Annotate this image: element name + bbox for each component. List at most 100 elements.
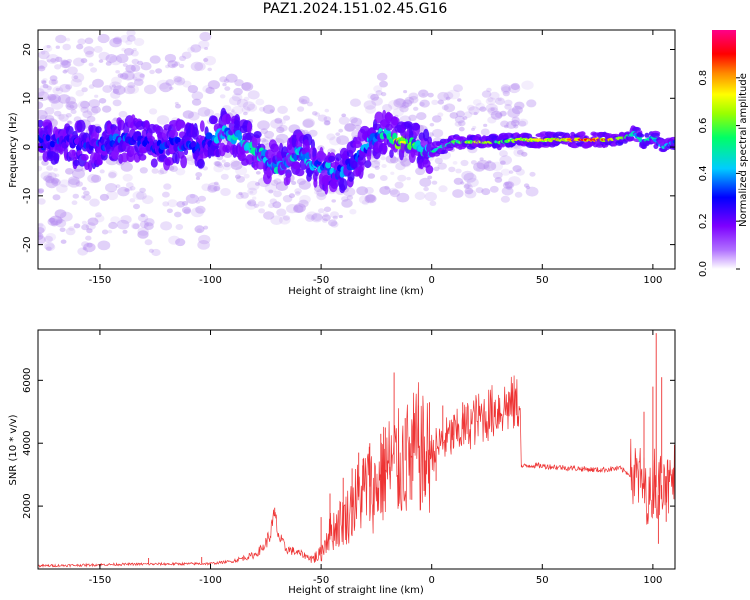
noise-speckle xyxy=(429,200,437,206)
noise-speckle xyxy=(341,199,353,208)
ridge-halo xyxy=(374,111,384,124)
noise-speckle xyxy=(379,186,391,195)
noise-speckle xyxy=(483,161,497,172)
noise-speckle xyxy=(460,159,469,167)
noise-speckle xyxy=(113,36,122,43)
noise-speckle xyxy=(45,233,57,242)
noise-speckle xyxy=(195,176,201,180)
noise-speckle xyxy=(324,108,330,113)
noise-speckle xyxy=(301,99,308,104)
noise-speckle xyxy=(57,114,65,120)
noise-speckle xyxy=(144,218,155,227)
noise-speckle xyxy=(431,99,439,106)
ridge-halo xyxy=(80,154,89,161)
noise-speckle xyxy=(502,181,513,189)
noise-speckle xyxy=(329,136,342,146)
noise-speckle xyxy=(198,234,211,245)
noise-speckle xyxy=(77,247,89,256)
noise-speckle xyxy=(361,199,370,206)
noise-speckle xyxy=(464,189,477,199)
noise-speckle xyxy=(137,60,144,66)
noise-speckle xyxy=(419,99,430,108)
noise-speckle xyxy=(249,190,254,194)
noise-speckle xyxy=(116,219,130,230)
noise-speckle xyxy=(60,239,67,244)
noise-speckle xyxy=(169,165,178,172)
ridge-halo xyxy=(191,126,199,140)
noise-speckle xyxy=(376,72,388,81)
noise-speckle xyxy=(365,105,376,114)
noise-speckle xyxy=(46,85,53,91)
noise-speckle xyxy=(514,101,525,110)
ridge-core xyxy=(49,140,56,148)
noise-speckle xyxy=(113,85,126,95)
noise-speckle xyxy=(240,192,249,199)
noise-speckle xyxy=(185,154,194,162)
noise-speckle xyxy=(311,212,323,221)
noise-speckle xyxy=(415,167,426,176)
noise-speckle xyxy=(190,44,202,53)
colorbar-tick-label: 0.6 xyxy=(698,118,709,134)
noise-speckle xyxy=(514,191,523,198)
ridge-halo xyxy=(628,136,635,142)
ridge-halo xyxy=(246,121,252,135)
noise-speckle xyxy=(151,248,161,257)
noise-speckle xyxy=(463,111,473,118)
noise-speckle xyxy=(424,191,437,202)
noise-speckle xyxy=(46,96,52,101)
colorbar-tick-label: 0.4 xyxy=(698,165,709,181)
noise-speckle xyxy=(167,199,178,208)
noise-speckle xyxy=(46,165,54,171)
noise-speckle xyxy=(323,206,332,213)
noise-speckle xyxy=(110,90,121,99)
noise-speckle xyxy=(90,67,98,73)
noise-speckle xyxy=(404,155,411,160)
noise-speckle xyxy=(44,235,53,243)
noise-speckle xyxy=(490,107,495,112)
noise-speckle xyxy=(38,165,43,172)
noise-speckle xyxy=(481,188,491,196)
noise-speckle xyxy=(133,203,140,210)
noise-speckle xyxy=(86,228,93,234)
noise-speckle xyxy=(67,120,72,124)
bottom-y-axis-label: SNR (10 * v/v) xyxy=(8,414,19,485)
noise-speckle xyxy=(117,73,124,78)
noise-speckle xyxy=(181,201,189,206)
noise-speckle xyxy=(174,76,186,86)
noise-speckle xyxy=(246,201,252,205)
noise-speckle xyxy=(316,192,327,201)
noise-speckle xyxy=(46,59,51,63)
noise-speckle xyxy=(66,58,73,64)
noise-speckle xyxy=(174,101,179,105)
noise-speckle xyxy=(94,94,99,98)
noise-speckle xyxy=(38,188,41,193)
noise-speckle xyxy=(234,79,244,87)
noise-speckle xyxy=(322,218,328,223)
top-y-axis-label: Frequency (Hz) xyxy=(8,112,19,188)
noise-speckle xyxy=(236,175,245,183)
noise-speckle xyxy=(504,99,513,107)
noise-speckle xyxy=(231,93,243,102)
noise-speckle xyxy=(511,116,520,124)
noise-speckle xyxy=(400,104,407,110)
noise-speckle xyxy=(336,135,349,146)
noise-speckle xyxy=(95,212,102,218)
noise-speckle xyxy=(479,157,484,161)
noise-speckle xyxy=(97,240,111,251)
noise-speckle xyxy=(62,43,71,51)
noise-speckle xyxy=(230,159,240,167)
noise-speckle xyxy=(40,79,47,84)
noise-speckle xyxy=(122,173,133,182)
colorbar-tick-label: 0.2 xyxy=(698,213,709,229)
noise-speckle xyxy=(130,50,139,57)
noise-speckle xyxy=(71,200,78,205)
noise-speckle xyxy=(466,177,479,188)
noise-speckle xyxy=(38,109,48,120)
noise-speckle xyxy=(332,215,338,220)
noise-speckle xyxy=(229,96,242,106)
noise-speckle xyxy=(500,160,506,165)
ridge-halo xyxy=(650,132,660,138)
noise-speckle xyxy=(203,55,216,66)
noise-speckle xyxy=(69,104,75,109)
